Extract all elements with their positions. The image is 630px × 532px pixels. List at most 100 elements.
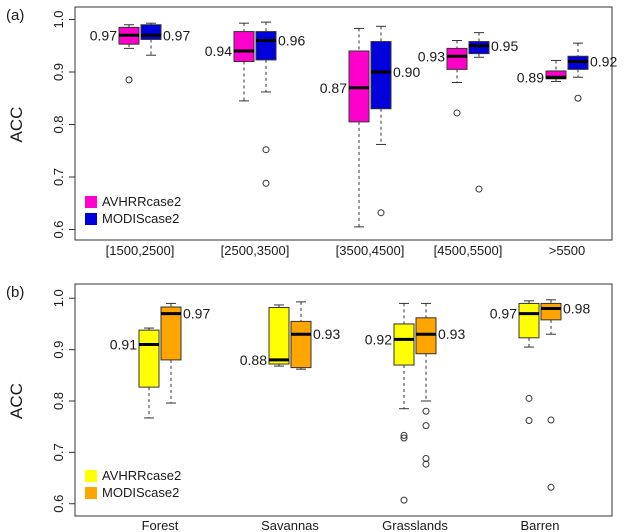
outlier-point [262,146,270,154]
box-AVHRRcase2-0: 0.91 [110,327,160,419]
y-tick-label: 0.9 [51,341,66,359]
outlier-point [422,407,430,415]
median-label: 0.87 [320,80,347,96]
box-MODIScase2-0: 0.97 [140,22,190,56]
legend-swatch [85,196,97,208]
outlier-point [525,417,533,425]
median-label: 0.97 [90,27,117,43]
box-body [545,70,567,80]
box-body [140,24,162,40]
y-tick-label: 0.6 [51,220,66,238]
plot-frame [74,6,613,241]
legend-label: MODIScase2 [102,485,179,500]
box-AVHRRcase2-2: 0.92 [365,302,415,504]
box-body [160,306,182,361]
y-tick-label: 0.7 [51,168,66,186]
box-AVHRRcase2-1: 0.94 [205,22,255,102]
median-label: 0.90 [393,64,420,80]
legend-label: AVHRRcase2 [102,468,181,483]
category-label: >5500 [549,243,586,258]
plot-frame [74,283,613,517]
y-tick-label: 0.8 [51,392,66,410]
category-label: [1500,2500] [106,243,175,258]
box-MODIScase2-0: 0.97 [160,302,210,404]
legend-swatch [85,487,97,499]
box-body [370,41,392,110]
box-body [518,302,540,339]
y-tick-label: 1.0 [51,10,66,28]
legend-swatch [85,470,97,482]
outlier-point [453,109,461,117]
median-label: 0.93 [313,326,340,342]
outlier-point [125,76,133,84]
category-label: Savannas [261,518,319,532]
outlier-point [422,460,430,468]
median-label: 0.97 [183,306,210,322]
category-label: [2500,3500] [221,243,290,258]
median-label: 0.98 [563,301,590,317]
panel-b: (b) ACC 0.6 0.7 0.8 0.9 1.0 Forest Savannas Grass… [6,283,613,532]
box-body [233,31,255,62]
box-body [415,317,437,355]
outlier-point [525,394,533,402]
box-MODIScase2-4: 0.92 [567,42,617,102]
category-label: Grasslands [382,518,448,532]
box-MODIScase2-1: 0.96 [255,21,305,187]
legend-swatch [85,213,97,225]
box-AVHRRcase2-3: 0.93 [418,40,468,117]
box-body [268,307,290,365]
box-MODIScase2-2: 0.93 [415,302,465,468]
outlier-point [422,455,430,463]
category-label: [3500,4500] [336,243,405,258]
box-AVHRRcase2-4: 0.89 [517,59,567,85]
outlier-point [422,422,430,430]
median-label: 0.94 [205,43,232,59]
median-label: 0.96 [278,33,305,49]
outlier-point [400,434,408,442]
y-tick-label: 0.7 [51,443,66,461]
box-body [393,323,415,366]
box-body [255,31,277,61]
outlier-point [574,94,582,102]
category-label: Barren [520,518,559,532]
outlier-point [400,431,408,439]
y-axis-label: ACC [7,383,26,419]
panel-label: (a) [6,7,24,24]
panel-a: (a) ACC 0.6 0.7 0.8 0.9 1.0 [1500,2500] [2500,35… [6,6,617,258]
box-body [138,329,160,388]
box-AVHRRcase2-3: 0.97 [490,300,540,425]
y-tick-label: 0.6 [51,495,66,513]
box-AVHRRcase2-1: 0.88 [240,304,290,368]
panel-label: (b) [6,284,24,301]
median-label: 0.95 [491,38,518,54]
outlier-point [262,179,270,187]
median-label: 0.92 [365,331,392,347]
y-tick-label: 1.0 [51,289,66,307]
box-MODIScase2-2: 0.90 [370,25,420,217]
median-label: 0.93 [438,326,465,342]
median-label: 0.93 [418,48,445,64]
median-label: 0.97 [163,27,190,43]
box-body [540,302,562,321]
median-label: 0.88 [240,352,267,368]
box-MODIScase2-3: 0.98 [540,299,590,491]
category-label: [4500,5500] [434,243,503,258]
box-body [446,47,468,70]
legend-label: MODIScase2 [102,211,179,226]
y-axis-label: ACC [7,107,26,143]
median-label: 0.92 [590,54,617,70]
outlier-point [475,185,483,193]
median-label: 0.97 [490,306,517,322]
outlier-point [547,416,555,424]
y-tick-label: 0.8 [51,115,66,133]
outlier-point [377,209,385,217]
median-label: 0.91 [110,337,137,353]
box-MODIScase2-3: 0.95 [468,32,518,193]
outlier-point [547,483,555,491]
box-body [468,41,490,55]
median-label: 0.89 [517,69,544,85]
outlier-point [400,496,408,504]
category-label: Forest [142,518,179,532]
box-MODIScase2-1: 0.93 [290,301,340,370]
